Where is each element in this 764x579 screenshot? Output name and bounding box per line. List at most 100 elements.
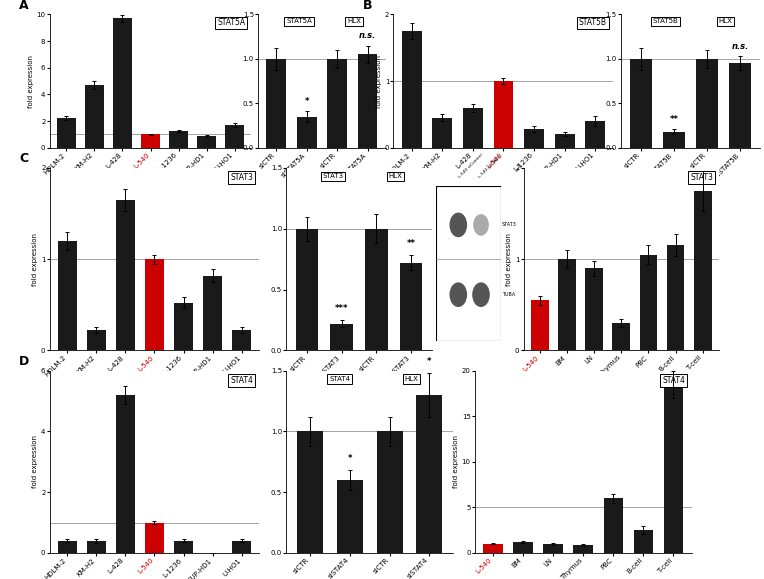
Y-axis label: fold expression: fold expression (32, 233, 38, 285)
Text: STAT3: STAT3 (690, 173, 713, 182)
Text: STAT5A: STAT5A (286, 19, 312, 24)
Text: STAT3: STAT3 (502, 222, 516, 228)
Bar (524, 129, 544, 148)
Text: TUBA: TUBA (502, 292, 515, 297)
Bar (604, 498, 623, 553)
Bar (113, 19, 131, 148)
Bar (57, 118, 76, 148)
Ellipse shape (473, 283, 489, 306)
Text: STAT4: STAT4 (662, 376, 685, 385)
Text: B: B (363, 0, 372, 12)
Bar (87, 330, 105, 350)
Bar (630, 59, 652, 148)
Bar (574, 545, 593, 553)
Text: HLX: HLX (718, 19, 732, 24)
Text: STAT3: STAT3 (322, 173, 343, 179)
Bar (203, 276, 222, 350)
Bar (327, 59, 347, 148)
FancyBboxPatch shape (435, 186, 500, 341)
Bar (513, 542, 533, 553)
Text: **: ** (406, 239, 416, 248)
Bar (170, 131, 188, 148)
Text: STAT5B: STAT5B (652, 19, 678, 24)
Y-axis label: fold expression: fold expression (28, 54, 34, 108)
Bar (197, 136, 215, 148)
Bar (225, 125, 244, 148)
Text: n.s.: n.s. (732, 42, 749, 51)
Ellipse shape (450, 213, 466, 237)
Bar (377, 431, 403, 553)
Bar (696, 59, 718, 148)
Bar (633, 530, 653, 553)
Ellipse shape (474, 215, 488, 235)
Bar (613, 323, 630, 350)
Y-axis label: fold expression: fold expression (453, 435, 459, 488)
Bar (232, 330, 251, 350)
Y-axis label: fold expression: fold expression (376, 54, 382, 108)
Text: HLX: HLX (388, 173, 403, 179)
Bar (365, 229, 387, 350)
Text: STAT3: STAT3 (230, 173, 253, 182)
Bar (174, 541, 193, 553)
Bar (639, 255, 657, 350)
Text: *: * (305, 97, 309, 106)
Bar (416, 395, 442, 553)
Bar (555, 134, 575, 148)
Bar (694, 190, 711, 350)
Bar (730, 63, 751, 148)
Bar (296, 229, 319, 350)
X-axis label: L-540: L-540 (349, 380, 369, 386)
Bar (358, 54, 377, 148)
X-axis label: L-540: L-540 (681, 181, 701, 187)
Bar (663, 131, 685, 148)
Text: *: * (427, 357, 432, 366)
Bar (483, 544, 503, 553)
Bar (145, 522, 164, 553)
Text: *: * (348, 454, 352, 463)
Bar (667, 245, 685, 350)
Ellipse shape (450, 283, 466, 306)
Bar (400, 263, 422, 350)
Text: STAT5B: STAT5B (579, 19, 607, 27)
Bar (297, 116, 316, 148)
Bar (543, 544, 563, 553)
Bar (531, 300, 549, 350)
Bar (57, 541, 76, 553)
Text: ***: *** (335, 303, 348, 313)
Bar (87, 541, 105, 553)
Bar (116, 395, 134, 553)
Bar (57, 241, 76, 350)
Text: n.s.: n.s. (359, 31, 376, 40)
Bar (402, 31, 422, 148)
Text: STAT5A: STAT5A (217, 19, 245, 27)
Text: HLX: HLX (347, 19, 361, 24)
Bar (297, 431, 323, 553)
Bar (664, 384, 683, 553)
Text: STAT4: STAT4 (329, 376, 350, 382)
Text: D: D (19, 355, 29, 368)
Bar (86, 85, 104, 148)
Bar (330, 324, 353, 350)
Text: L-540 siSTAT3: L-540 siSTAT3 (478, 154, 502, 178)
Bar (232, 541, 251, 553)
Bar (337, 480, 363, 553)
Bar (494, 81, 513, 148)
Y-axis label: fold expression: fold expression (32, 435, 38, 488)
Bar (267, 59, 286, 148)
Bar (463, 108, 483, 148)
Bar (145, 259, 164, 350)
Bar (141, 134, 160, 148)
Text: C: C (19, 152, 28, 165)
Text: HLX: HLX (405, 376, 419, 382)
X-axis label: L-540: L-540 (312, 181, 332, 187)
Y-axis label: fold expression: fold expression (506, 233, 512, 285)
Bar (585, 268, 603, 350)
Bar (116, 200, 134, 350)
Bar (432, 118, 452, 148)
Bar (174, 303, 193, 350)
Text: **: ** (669, 115, 678, 124)
Text: STAT4: STAT4 (230, 376, 253, 385)
Text: A: A (19, 0, 29, 12)
Bar (558, 259, 576, 350)
Text: L-540 siControl: L-540 siControl (458, 152, 484, 178)
